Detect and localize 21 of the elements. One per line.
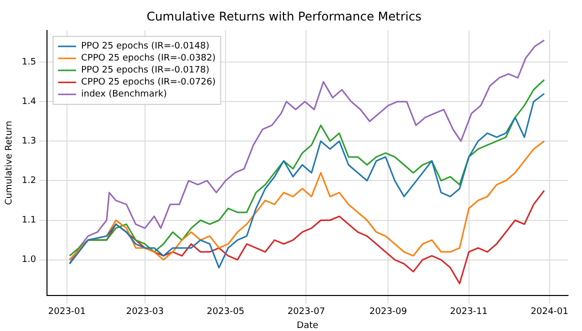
- chart-title: Cumulative Returns with Performance Metrics: [146, 9, 422, 24]
- y-tick-label: 1.2: [22, 176, 36, 186]
- y-tick-label: 1.1: [22, 216, 36, 226]
- x-tick-label: 2023-03: [126, 307, 164, 318]
- legend-label: index (Benchmark): [81, 90, 167, 100]
- x-tick-label: 2023-05: [206, 307, 244, 318]
- y-tick-label: 1.4: [22, 96, 36, 107]
- x-tick-label: 2023-11: [450, 307, 488, 318]
- legend-label: PPO 25 epochs (IR=-0.0178): [81, 66, 210, 76]
- legend-label: CPPO 25 epochs (IR=-0.0726): [81, 78, 216, 88]
- y-axis-title: Cumulative Return: [4, 120, 15, 205]
- legend-label: PPO 25 epochs (IR=-0.0148): [81, 42, 210, 52]
- x-tick-label: 2024-01: [530, 307, 568, 318]
- x-axis-title: Date: [296, 320, 319, 331]
- y-tick-label: 1.3: [22, 136, 36, 146]
- x-tick-label: 2023-01: [48, 307, 86, 318]
- x-tick-label: 2023-07: [287, 307, 326, 318]
- y-tick-label: 1.5: [22, 57, 36, 68]
- x-tick-label: 2023-09: [369, 307, 408, 318]
- y-tick-label: 1.0: [22, 255, 36, 266]
- legend-label: CPPO 25 epochs (IR=-0.0382): [81, 54, 216, 64]
